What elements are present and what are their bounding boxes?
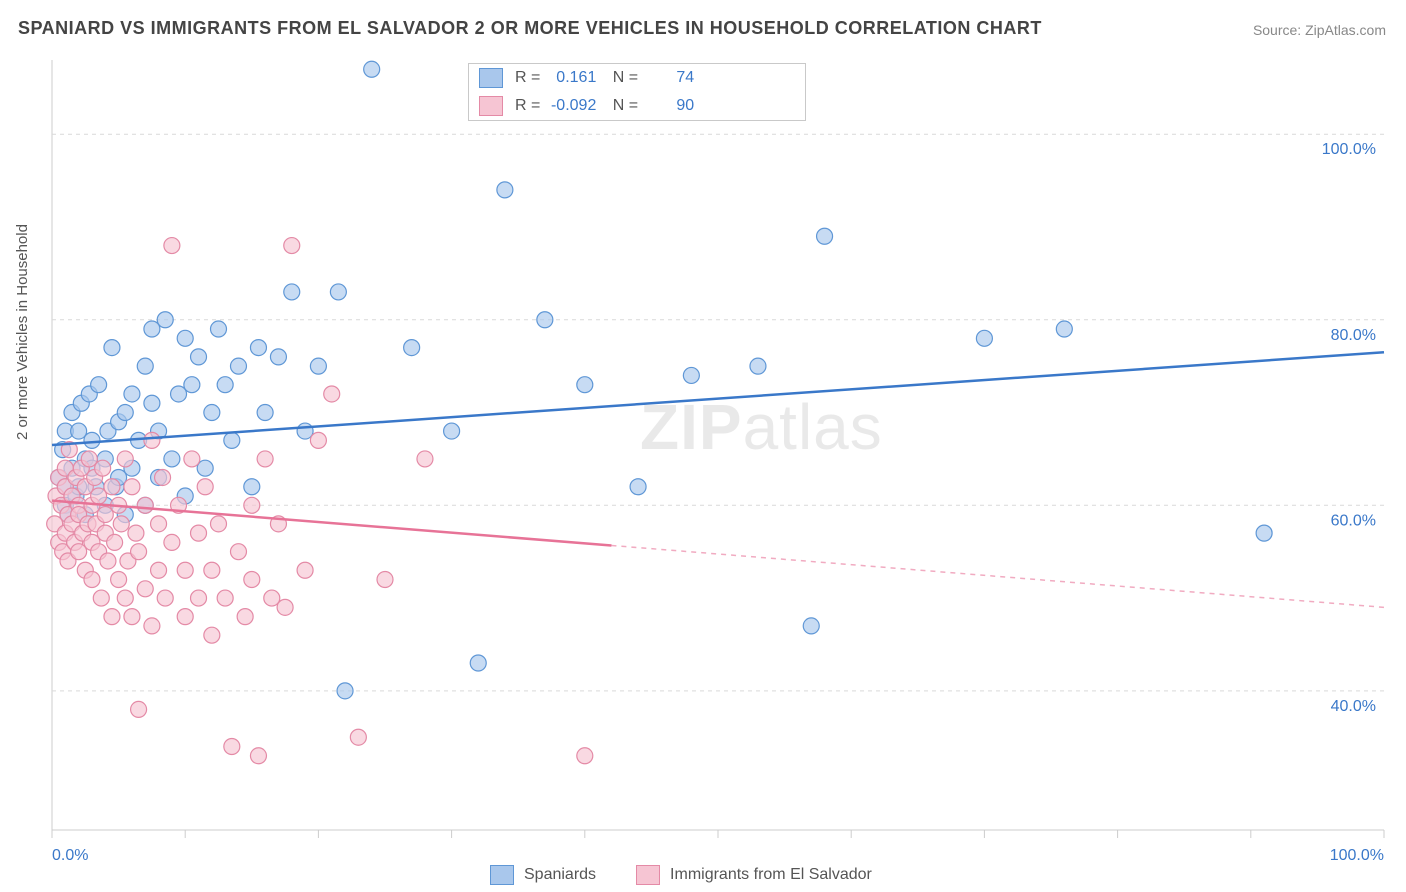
legend-bottom-label-2: Immigrants from El Salvador bbox=[670, 866, 872, 884]
legend-bottom-swatch-2 bbox=[636, 865, 660, 885]
legend-bottom-swatch-1 bbox=[490, 865, 514, 885]
legend-correlation: R =0.161 N =74 R =-0.092 N =90 bbox=[468, 63, 806, 121]
svg-text:40.0%: 40.0% bbox=[1331, 698, 1376, 715]
legend-row-series-1: R =0.161 N =74 bbox=[469, 64, 805, 92]
svg-text:100.0%: 100.0% bbox=[1322, 141, 1376, 158]
legend-series: Spaniards Immigrants from El Salvador bbox=[490, 865, 872, 885]
legend-swatch-2 bbox=[479, 96, 503, 116]
series-2-N: 90 bbox=[642, 97, 694, 115]
svg-text:60.0%: 60.0% bbox=[1331, 512, 1376, 529]
series-1-R: 0.161 bbox=[544, 69, 596, 87]
svg-text:0.0%: 0.0% bbox=[52, 847, 88, 864]
legend-swatch-1 bbox=[479, 68, 503, 88]
svg-text:80.0%: 80.0% bbox=[1331, 327, 1376, 344]
legend-bottom-label-1: Spaniards bbox=[524, 866, 596, 884]
legend-row-series-2: R =-0.092 N =90 bbox=[469, 92, 805, 120]
series-2-R: -0.092 bbox=[544, 97, 596, 115]
series-1-N: 74 bbox=[642, 69, 694, 87]
svg-text:100.0%: 100.0% bbox=[1330, 847, 1384, 864]
scatter-plot: 40.0% 60.0% 80.0% 100.0% 0.0% 100.0% bbox=[0, 0, 1406, 892]
